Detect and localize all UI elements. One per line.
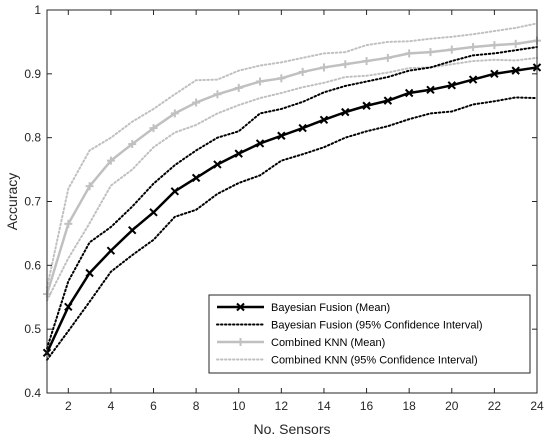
data-point-marker	[256, 77, 265, 86]
y-axis-title: Accuracy	[4, 173, 20, 231]
data-point-marker	[213, 160, 222, 169]
legend-swatch	[217, 338, 264, 346]
data-point-marker	[149, 124, 158, 133]
data-point-marker	[490, 69, 499, 79]
y-tick-label: 0.5	[24, 322, 41, 336]
x-axis-title: No. Sensors	[253, 421, 330, 437]
data-point-marker	[468, 75, 478, 84]
legend-label: Bayesian Fusion (95% Confidence Interval…	[271, 320, 483, 332]
data-point-marker	[64, 219, 73, 228]
data-point-marker	[319, 63, 328, 72]
data-point-marker	[404, 88, 414, 98]
ci-upper-line	[46, 22, 538, 289]
data-point-marker	[277, 74, 286, 83]
ci-lower-line	[46, 56, 538, 302]
data-point-marker	[277, 131, 286, 140]
data-point-marker	[213, 90, 222, 99]
x-tick-label: 4	[108, 399, 115, 413]
legend-label: Combined KNN (Mean)	[271, 337, 385, 349]
data-point-marker	[511, 39, 520, 48]
x-tick-label: 8	[193, 399, 200, 413]
x-tick-label: 14	[317, 399, 331, 413]
data-point-marker	[234, 83, 243, 92]
data-point-marker	[383, 53, 392, 62]
data-point-marker	[319, 115, 329, 125]
x-tick-label: 22	[488, 399, 502, 413]
data-point-marker	[170, 109, 179, 118]
data-point-marker	[85, 268, 94, 278]
data-point-marker	[149, 208, 158, 217]
data-point-marker	[362, 101, 371, 110]
data-point-marker	[490, 41, 499, 50]
y-tick-label: 0.7	[24, 195, 41, 209]
data-point-marker	[447, 45, 456, 54]
y-tick-label: 0.9	[24, 67, 41, 81]
data-point-marker	[170, 187, 180, 196]
data-point-marker	[106, 156, 115, 165]
data-point-marker	[298, 67, 307, 76]
x-tick-label: 16	[360, 399, 374, 413]
legend: Bayesian Fusion (Mean) Bayesian Fusion (9…	[208, 294, 531, 374]
data-point-marker	[383, 96, 393, 105]
y-tick-label: 0.6	[24, 258, 41, 272]
data-point-marker	[192, 98, 201, 107]
data-point-marker	[426, 48, 435, 57]
y-tick-label: 1	[34, 3, 41, 17]
legend-swatch	[217, 302, 264, 312]
ci-upper-line	[46, 46, 538, 350]
x-tick-label: 10	[232, 399, 246, 413]
x-tick-label: 12	[275, 399, 289, 413]
ci-lower-line	[46, 96, 538, 361]
legend-label: Bayesian Fusion (Mean)	[271, 302, 390, 314]
data-point-marker	[64, 302, 73, 312]
x-tick-label: 2	[65, 399, 72, 413]
data-point-marker	[128, 226, 137, 235]
data-point-marker	[128, 140, 137, 149]
data-point-marker	[341, 60, 350, 69]
data-point-marker	[106, 246, 116, 255]
data-point-marker	[405, 49, 414, 58]
data-point-marker	[255, 139, 265, 148]
y-tick-label: 0.4	[24, 386, 41, 400]
data-point-marker	[469, 43, 478, 52]
data-point-marker	[362, 57, 371, 66]
x-tick-label: 18	[402, 399, 416, 413]
x-tick-label: 6	[150, 399, 157, 413]
series-line	[45, 39, 538, 295]
data-point-marker	[426, 85, 435, 94]
data-point-marker	[85, 182, 94, 191]
data-point-marker	[234, 149, 243, 158]
x-tick-label: 24	[530, 399, 544, 413]
y-tick-label: 0.8	[24, 131, 41, 145]
data-point-marker	[191, 173, 201, 183]
data-point-marker	[298, 123, 307, 133]
data-point-marker	[341, 107, 350, 117]
data-point-marker	[447, 81, 456, 90]
data-point-marker	[511, 66, 520, 75]
x-tick-label: 20	[445, 399, 459, 413]
legend-label: Combined KNN (95% Confidence Interval)	[271, 355, 478, 367]
